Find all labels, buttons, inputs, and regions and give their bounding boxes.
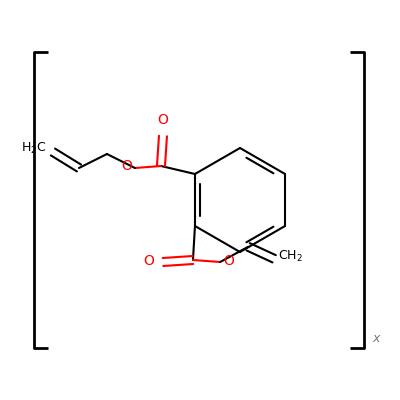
Text: H$_2$C: H$_2$C: [22, 141, 47, 156]
Text: O: O: [143, 254, 154, 268]
Text: CH$_2$: CH$_2$: [278, 249, 303, 264]
Text: O: O: [158, 113, 168, 127]
Text: O: O: [223, 254, 234, 268]
Text: x: x: [372, 332, 379, 344]
Text: O: O: [121, 159, 132, 173]
